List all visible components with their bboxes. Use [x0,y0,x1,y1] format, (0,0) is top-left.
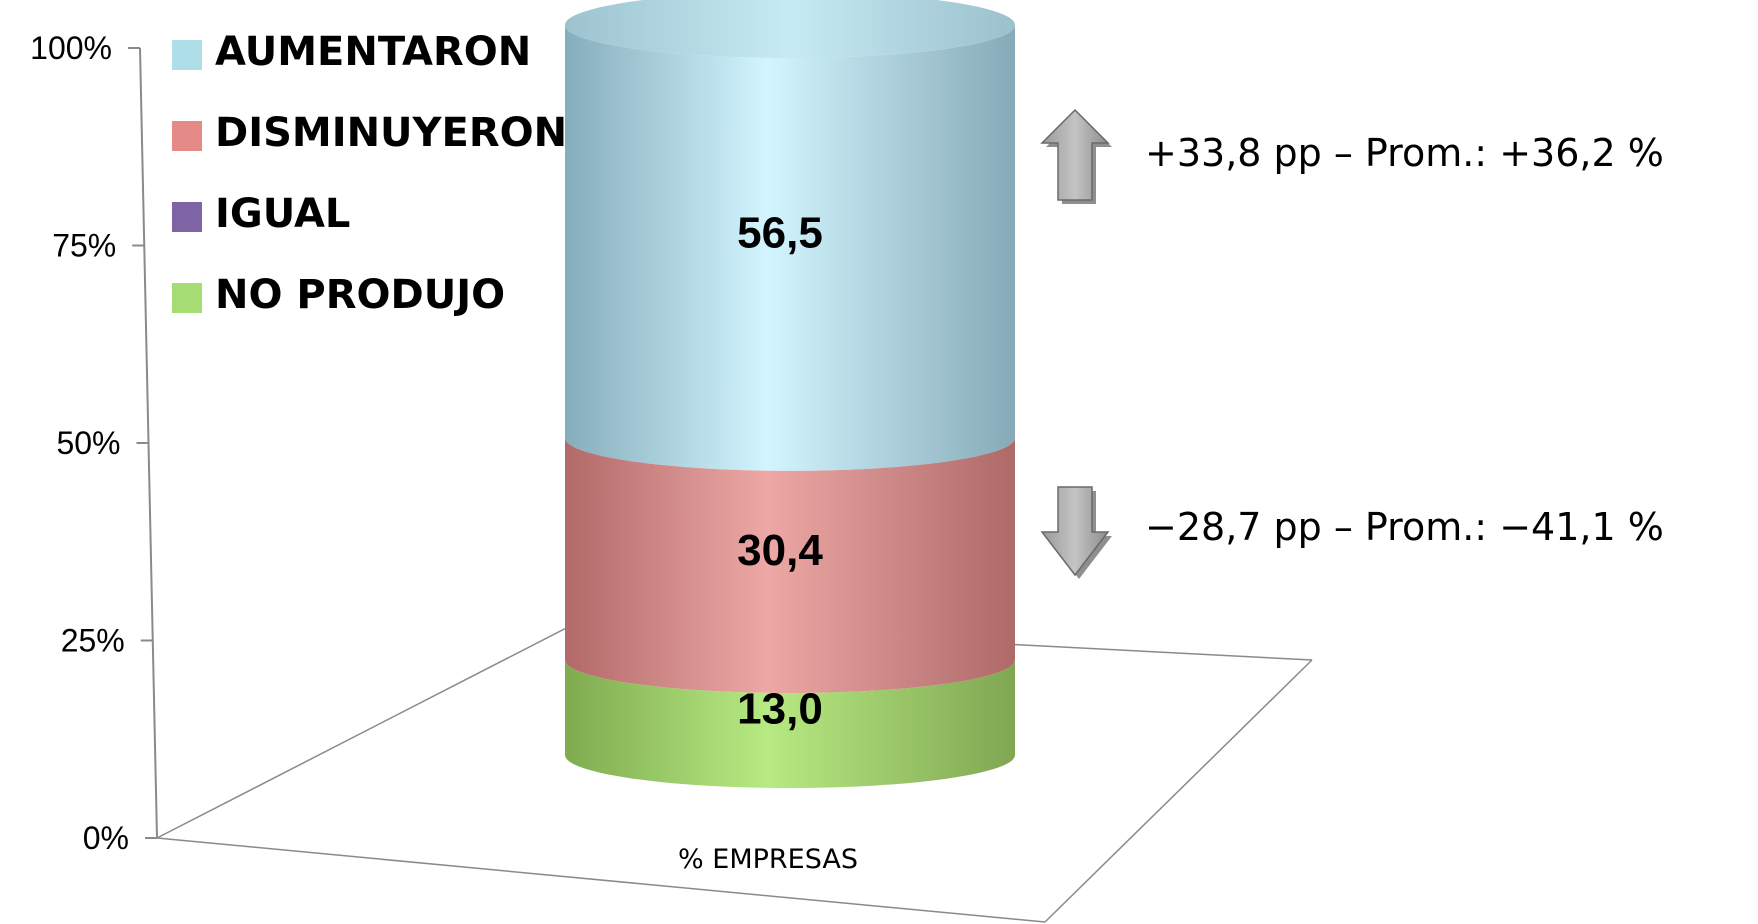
floor-front-edge [156,837,1046,923]
segment-no-produjo [565,660,1015,788]
arrow-down-icon [1040,486,1110,577]
legend-label-no-produjo: NO PRODUJO [215,272,505,318]
legend-swatch-aumentaron [172,40,202,70]
y-axis: 0% 25% 50% 75% 100% [30,30,157,856]
y-tick-label: 50% [56,425,120,461]
segment-aumentaron [565,25,1015,471]
value-label-disminuyeron: 30,4 [737,526,823,575]
legend-label-disminuyeron: DISMINUYERON [215,110,567,156]
y-tick-label: 75% [52,228,116,264]
floor-right-edge [1044,659,1313,923]
cylinder-top-cap [565,0,1015,58]
value-label-aumentaron: 56,5 [737,208,823,257]
segment-disminuyeron [565,437,1015,694]
stacked-cylinder [565,0,1015,788]
category-axis: % EMPRESAS [678,844,858,875]
y-tick-label: 0% [83,820,129,856]
legend-label-igual: IGUAL [215,191,350,237]
legend-label-aumentaron: AUMENTARON [215,29,531,75]
category-label: % EMPRESAS [678,844,858,875]
y-tick-label: 25% [61,623,125,659]
legend-swatch-no-produjo [172,283,202,313]
value-label-no-produjo: 13,0 [737,685,823,734]
legend: AUMENTARON DISMINUYERON IGUAL NO PRODUJO [172,29,567,318]
back-wall-edge [156,621,579,839]
annotation-decrease: −28,7 pp – Prom.: −41,1 % [1145,505,1664,549]
value-labels: 13,0 30,4 56,5 [737,208,823,733]
annotations: +33,8 pp – Prom.: +36,2 % −28,7 pp – Prom… [1040,108,1664,579]
legend-swatch-disminuyeron [172,121,202,151]
legend-swatch-igual [172,202,202,232]
annotation-increase: +33,8 pp – Prom.: +36,2 % [1145,131,1664,175]
arrow-up-icon [1040,108,1110,201]
y-tick-label: 100% [30,30,112,66]
